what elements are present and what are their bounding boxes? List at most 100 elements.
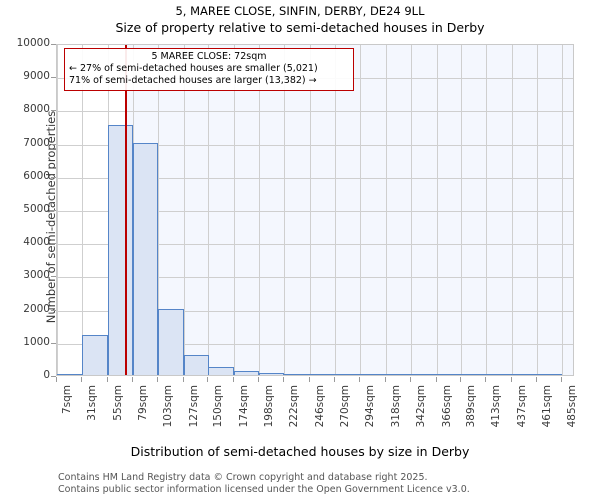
gridline xyxy=(208,45,210,375)
gridline xyxy=(309,45,311,375)
histogram-bar xyxy=(360,373,386,375)
histogram-bar xyxy=(82,335,108,375)
x-axis-tick xyxy=(106,377,108,382)
histogram-bar xyxy=(460,374,487,375)
histogram-bar xyxy=(486,374,512,375)
histogram-bar xyxy=(411,373,437,375)
annotation-larger-text: 71% of semi-detached houses are larger (… xyxy=(69,75,317,86)
property-annotation-box: 5 MAREE CLOSE: 72sqm ← 27% of semi-detac… xyxy=(64,48,354,91)
x-axis-label: 318sqm xyxy=(389,385,402,428)
footer-line-1: Contains HM Land Registry data © Crown c… xyxy=(58,472,428,483)
gridline xyxy=(158,45,160,375)
y-axis-tick xyxy=(51,176,56,178)
x-axis-label: 485sqm xyxy=(566,385,579,428)
x-axis-tick xyxy=(56,377,57,382)
y-axis-tick xyxy=(51,44,56,45)
x-axis-tick xyxy=(257,377,259,382)
gridline xyxy=(57,144,573,146)
x-axis-tick xyxy=(232,377,234,382)
histogram-bar xyxy=(335,373,361,375)
y-axis-tick xyxy=(51,342,56,344)
chart-subtitle: Size of property relative to semi-detach… xyxy=(115,20,485,35)
x-axis-tick xyxy=(561,377,563,382)
x-axis-tick xyxy=(410,377,412,382)
histogram-bar xyxy=(57,373,83,375)
gridline xyxy=(57,211,573,212)
x-axis-tick xyxy=(435,377,437,382)
gridline xyxy=(360,45,362,375)
histogram-bar xyxy=(309,373,336,375)
gridline xyxy=(57,310,573,312)
y-axis-label: 8000 xyxy=(23,103,50,116)
y-axis-tick xyxy=(51,376,56,377)
y-axis-tick xyxy=(51,143,56,145)
gridline xyxy=(57,244,573,246)
x-axis-tick xyxy=(207,377,209,382)
x-axis-label: 103sqm xyxy=(162,385,175,428)
x-axis-label: 461sqm xyxy=(540,385,553,428)
x-axis-label: 127sqm xyxy=(187,385,200,428)
gridline xyxy=(57,277,573,279)
y-axis-label: 7000 xyxy=(23,136,50,149)
x-axis-label: 246sqm xyxy=(313,385,326,428)
x-axis-label: 294sqm xyxy=(364,385,377,428)
histogram-bar xyxy=(511,374,537,375)
gridline xyxy=(536,45,538,375)
x-axis-tick xyxy=(182,377,184,382)
gridline xyxy=(233,45,235,375)
x-axis-tick xyxy=(459,377,461,382)
y-axis-tick xyxy=(51,276,56,278)
footer: Contains HM Land Registry data © Crown c… xyxy=(58,472,598,495)
y-axis-label: 0 xyxy=(43,369,50,381)
histogram-bar xyxy=(107,124,134,375)
x-axis-tick xyxy=(308,377,310,382)
gridline xyxy=(460,45,462,375)
y-axis-label: 4000 xyxy=(23,236,50,249)
gridline xyxy=(562,45,564,375)
x-axis-label: 150sqm xyxy=(212,385,225,428)
x-axis-tick xyxy=(485,377,487,382)
x-axis-label: 413sqm xyxy=(490,385,503,428)
x-axis-tick xyxy=(510,377,512,382)
y-axis-tick xyxy=(51,243,56,245)
histogram-bar xyxy=(133,142,159,375)
gridline xyxy=(82,45,84,375)
larger-shade xyxy=(125,45,573,375)
x-axis-tick xyxy=(535,377,537,382)
y-axis-label: 3000 xyxy=(23,269,50,282)
page-title: 5, MAREE CLOSE, SINFIN, DERBY, DE24 9LL xyxy=(175,4,425,18)
gridline xyxy=(57,111,573,113)
x-axis-tick xyxy=(384,377,386,382)
histogram-bar xyxy=(158,309,184,375)
gridline xyxy=(57,45,58,375)
x-axis-label: 342sqm xyxy=(415,385,428,428)
histogram-bar xyxy=(233,371,259,375)
histogram-bar xyxy=(183,355,210,375)
x-axis-label: 198sqm xyxy=(262,385,275,428)
gridline xyxy=(183,45,185,375)
gridline xyxy=(436,45,438,375)
x-axis-tick xyxy=(359,377,361,382)
y-axis-label: 10000 xyxy=(16,37,50,49)
y-axis-tick xyxy=(51,77,56,79)
x-axis-label: 31sqm xyxy=(86,385,99,421)
x-axis-label: 270sqm xyxy=(339,385,352,428)
gridline xyxy=(385,45,387,375)
gridline xyxy=(335,45,337,375)
y-axis-tick xyxy=(51,210,56,211)
histogram-bar xyxy=(284,373,310,375)
x-axis-label: 437sqm xyxy=(515,385,528,428)
x-axis-label: 389sqm xyxy=(464,385,477,428)
gridline xyxy=(57,177,573,179)
y-axis-tick xyxy=(51,309,56,311)
histogram-bar xyxy=(436,373,462,375)
histogram-bar xyxy=(258,373,285,375)
histogram-bar xyxy=(208,366,234,375)
marker-line xyxy=(124,45,127,375)
gridline xyxy=(258,45,260,375)
plot-area xyxy=(56,44,574,376)
gridline xyxy=(411,45,413,375)
x-axis-label: 366sqm xyxy=(440,385,453,428)
footer-line-2: Contains public sector information licen… xyxy=(58,483,470,495)
